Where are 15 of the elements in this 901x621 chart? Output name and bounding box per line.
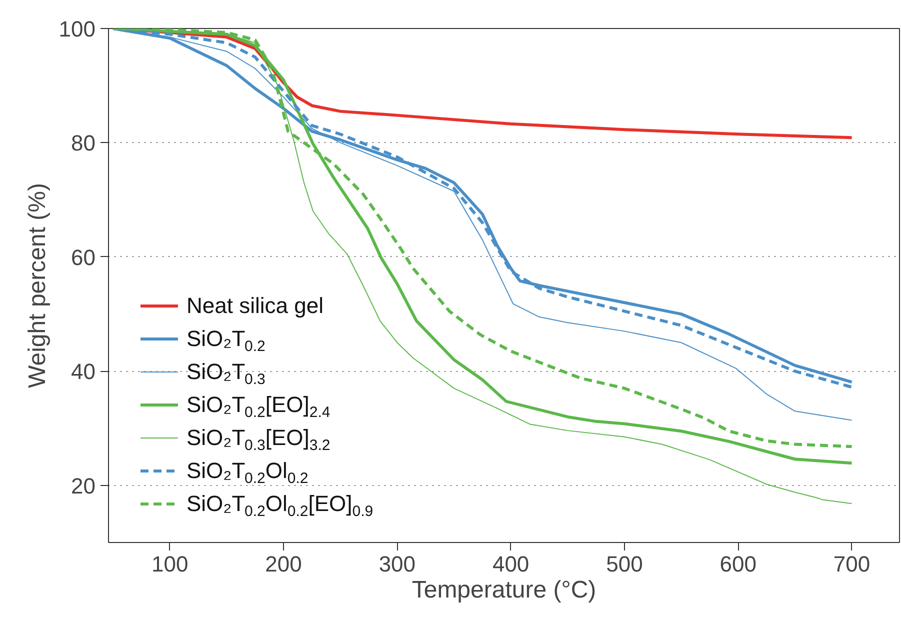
x-tick-label: 400 <box>492 552 530 576</box>
x-tick-label: 200 <box>265 552 302 576</box>
x-tick-label: 500 <box>606 552 643 576</box>
y-tick-label: 100 <box>58 16 96 42</box>
x-tick-label: 600 <box>720 552 756 576</box>
x-tick-label: 100 <box>152 552 188 576</box>
x-axis-title: Temperature (°C) <box>412 576 596 604</box>
y-tick-label: 20 <box>71 473 96 498</box>
x-tick-label: 300 <box>378 552 416 576</box>
y-axis-title: Weight percent (%) <box>24 183 51 388</box>
y-tick-label: 60 <box>71 244 96 270</box>
legend-label: Neat silica gel <box>186 293 324 318</box>
y-tick-label: 80 <box>71 130 96 156</box>
x-tick-label: 700 <box>833 552 870 576</box>
y-tick-label: 40 <box>71 359 96 384</box>
